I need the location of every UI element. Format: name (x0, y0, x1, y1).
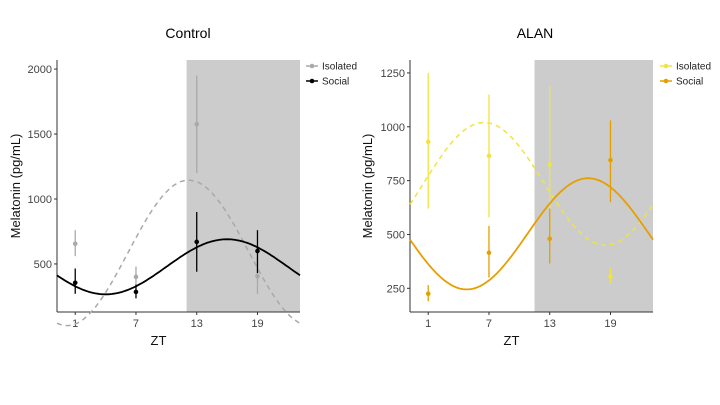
cosinor-fit-social (56, 238, 301, 296)
y-tick-label: 1500 (28, 129, 52, 141)
x-tick-label: 13 (544, 318, 556, 330)
data-point-social (133, 289, 139, 295)
legend-label: Social (322, 77, 349, 88)
chart-panel-2: ALAN 250 500 750 1000 1250 1 7 13 19 ZT Melatonin (… (360, 25, 711, 348)
y-tick-label: 1000 (28, 194, 52, 206)
y-tick-label: 250 (387, 283, 405, 295)
legend-label: Isolated (322, 62, 357, 73)
data-point-isolated (486, 153, 492, 159)
y-tick-label: 2000 (28, 64, 52, 76)
cosinor-fit-isolated (56, 179, 301, 327)
cosinor-fit-social (409, 177, 654, 291)
data-point-social (486, 250, 492, 256)
x-tick-label: 19 (251, 318, 263, 330)
legend-label: Social (676, 77, 703, 88)
data-point-social (608, 157, 613, 163)
y-tick-label: 500 (387, 229, 405, 241)
legend-key-point (309, 78, 315, 84)
x-axis-title: ZT (151, 333, 167, 348)
dark-phase-shading (534, 60, 653, 312)
x-axis-title: ZT (504, 333, 520, 348)
data-point-isolated (608, 274, 613, 279)
legend-item-isolated: Isolated (660, 62, 711, 73)
data-point-social (194, 239, 200, 245)
legend-key-point (309, 63, 315, 69)
data-point-isolated (425, 139, 431, 145)
data-point-isolated (255, 273, 260, 279)
data-point-isolated (72, 241, 78, 247)
data-point-social (72, 280, 78, 286)
legend-key-point (663, 63, 669, 69)
data-point-isolated (194, 121, 200, 127)
legend-item-isolated: Isolated (306, 62, 357, 73)
y-axis-title: Melatonin (pg/mL) (8, 134, 23, 239)
chart-title: Control (165, 25, 210, 41)
data-point-social (255, 248, 260, 254)
y-tick-label: 1000 (381, 122, 405, 134)
data-point-isolated (133, 274, 139, 280)
y-axis-title: Melatonin (pg/mL) (360, 134, 375, 239)
data-point-social (547, 236, 553, 242)
chart-title: ALAN (517, 25, 554, 41)
x-tick-label: 19 (604, 318, 616, 330)
legend-key-point (663, 78, 669, 84)
y-tick-label: 1250 (381, 68, 405, 80)
y-tick-label: 750 (387, 176, 405, 188)
x-tick-label: 7 (133, 318, 139, 330)
y-tick-label: 500 (34, 259, 52, 271)
x-tick-label: 7 (486, 318, 492, 330)
legend-item-social: Social (306, 77, 349, 88)
data-point-isolated (547, 162, 553, 167)
data-point-social (425, 291, 431, 296)
x-tick-label: 13 (191, 318, 203, 330)
legend-item-social: Social (660, 77, 703, 88)
cosinor-fit-isolated (409, 121, 654, 246)
x-tick-label: 1 (425, 318, 431, 330)
dark-phase-shading (186, 60, 300, 312)
legend-label: Isolated (676, 62, 711, 73)
